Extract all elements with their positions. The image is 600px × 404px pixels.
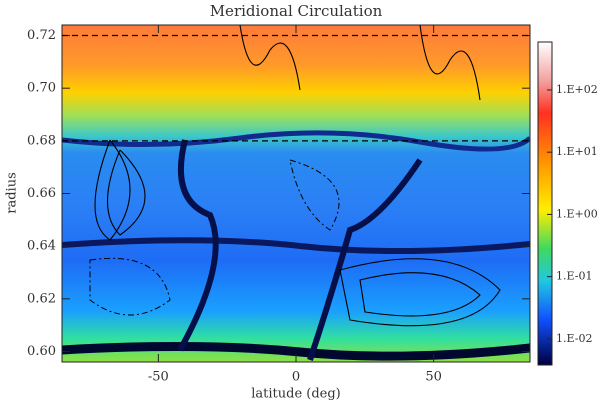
y-tick-label: 0.60 <box>27 344 56 359</box>
colorbar-tick-label: 1.E-02 <box>556 332 592 345</box>
colorbar-tick-label: 1.E-01 <box>556 270 592 283</box>
x-axis-label: latitude (deg) <box>251 387 341 402</box>
y-tick-label: 0.64 <box>27 239 56 254</box>
colorbar <box>537 41 553 366</box>
y-tick-label: 0.72 <box>27 28 56 43</box>
x-tick-label: -50 <box>148 370 169 385</box>
colorbar-tick-label: 1.E+00 <box>556 207 598 220</box>
y-tick-label: 0.68 <box>27 133 56 148</box>
field <box>62 25 530 362</box>
y-axis-label: radius <box>5 172 20 214</box>
y-tick-label: 0.70 <box>27 81 56 96</box>
colorbar-tick-label: 1.E+02 <box>556 83 598 96</box>
colorbar-tick-label: 1.E+01 <box>556 145 598 158</box>
chart-title: Meridional Circulation <box>210 2 383 20</box>
y-tick-label: 0.62 <box>27 291 56 306</box>
x-tick-label: 50 <box>425 370 442 385</box>
x-tick-label: 0 <box>292 370 300 385</box>
y-tick-label: 0.66 <box>27 186 56 201</box>
